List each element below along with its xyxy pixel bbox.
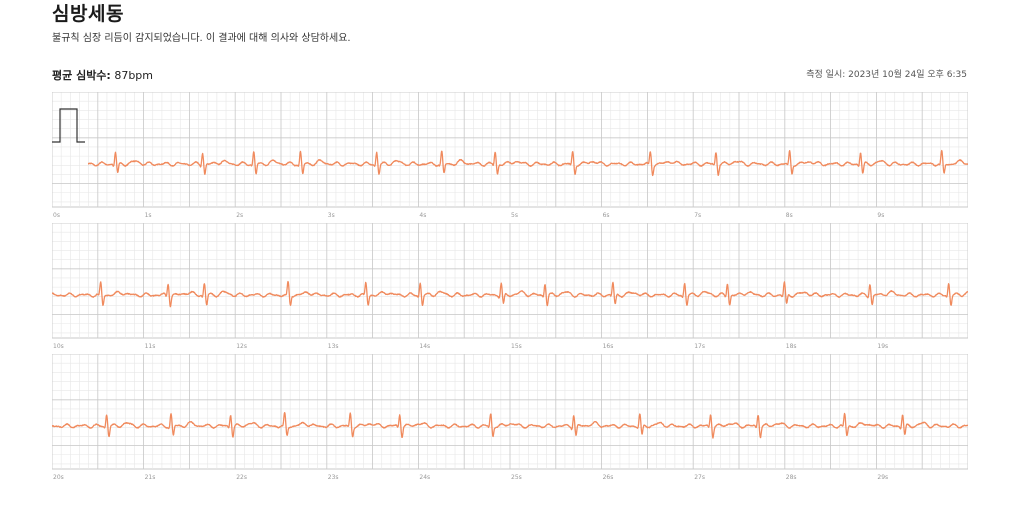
time-tick-label: 1s	[145, 212, 152, 219]
average-heart-rate-label: 평균 심박수:	[52, 69, 111, 82]
time-tick-label: 27s	[694, 474, 705, 481]
ecg-grid	[52, 354, 968, 470]
time-tick-label: 7s	[694, 212, 701, 219]
time-tick-label: 9s	[877, 212, 884, 219]
time-tick-label: 28s	[786, 474, 797, 481]
time-tick-label: 0s	[53, 212, 60, 219]
ecg-strip-2: 10s 11s 12s 13s 14s 15s 16s 17s 18s 19s	[52, 223, 968, 350]
time-tick-label: 11s	[145, 343, 156, 350]
time-tick-label: 6s	[603, 212, 610, 219]
time-tick-label: 19s	[877, 343, 888, 350]
ecg-trace	[52, 280, 968, 308]
measurement-timestamp: 측정 일시: 2023년 10월 24일 오후 6:35	[806, 70, 967, 80]
result-description: 불규칙 심장 리듬이 감지되었습니다. 이 결과에 대해 의사와 상담하세요.	[52, 33, 351, 44]
time-tick-label: 15s	[511, 343, 522, 350]
time-tick-label: 5s	[511, 212, 518, 219]
time-tick-label: 18s	[786, 343, 797, 350]
time-tick-label: 8s	[786, 212, 793, 219]
time-tick-label: 17s	[694, 343, 705, 350]
average-heart-rate: 평균 심박수: 87bpm	[52, 67, 153, 83]
ecg-grid	[52, 223, 968, 339]
time-tick-label: 12s	[236, 343, 247, 350]
page-title: 심방세동	[52, 3, 124, 25]
time-tick-label: 21s	[145, 474, 156, 481]
time-tick-label: 4s	[419, 212, 426, 219]
time-tick-label: 24s	[419, 474, 430, 481]
ecg-grid	[52, 92, 968, 208]
time-tick-label: 23s	[328, 474, 339, 481]
time-tick-label: 20s	[53, 474, 64, 481]
average-heart-rate-value: 87bpm	[114, 69, 154, 82]
ecg-strip-1: 0s 1s 2s 3s 4s 5s 6s 7s 8s 9s	[52, 92, 968, 219]
time-tick-label: 29s	[877, 474, 888, 481]
time-tick-label: 14s	[419, 343, 430, 350]
ecg-strip-2-chart: 10s 11s 12s 13s 14s 15s 16s 17s 18s 19s	[52, 223, 968, 350]
time-tick-label: 25s	[511, 474, 522, 481]
time-tick-label: 16s	[603, 343, 614, 350]
ecg-strip-1-chart: 0s 1s 2s 3s 4s 5s 6s 7s 8s 9s	[52, 92, 968, 219]
calibration-pulse	[52, 108, 85, 143]
ecg-trace	[52, 411, 968, 439]
time-tick-label: 10s	[53, 343, 64, 350]
time-tick-label: 26s	[603, 474, 614, 481]
time-tick-label: 3s	[328, 212, 335, 219]
time-tick-label: 13s	[328, 343, 339, 350]
ecg-trace	[87, 149, 968, 177]
time-tick-label: 2s	[236, 212, 243, 219]
ecg-strip-3: 20s 21s 22s 23s 24s 25s 26s 27s 28s 29s	[52, 354, 968, 481]
ecg-strip-3-chart: 20s 21s 22s 23s 24s 25s 26s 27s 28s 29s	[52, 354, 968, 481]
time-tick-label: 22s	[236, 474, 247, 481]
